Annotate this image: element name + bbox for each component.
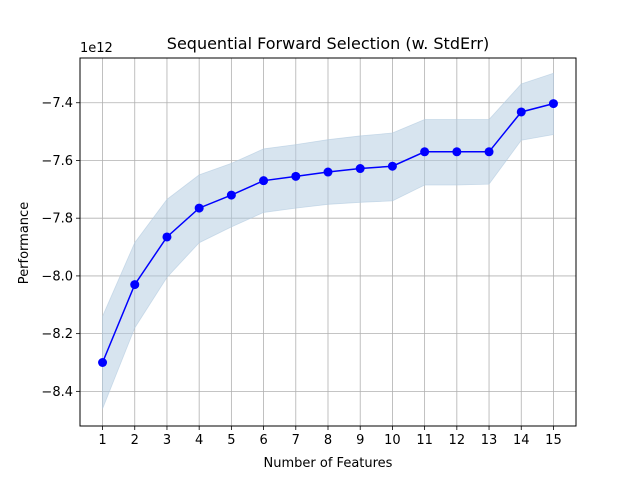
data-point: [194, 203, 204, 213]
x-tick-label: 7: [292, 433, 300, 448]
x-tick-label: 9: [356, 433, 364, 448]
x-axis-ticks: 1 2 3 4 5 6 7 8 9 10 11 12 13 14 15: [98, 426, 562, 448]
y-offset-label: 1e12: [80, 41, 113, 56]
data-point: [387, 161, 397, 171]
x-tick-label: 15: [545, 433, 562, 448]
x-tick-label: 10: [384, 433, 401, 448]
x-tick-label: 13: [481, 433, 498, 448]
x-tick-label: 14: [513, 433, 530, 448]
data-point: [484, 147, 494, 157]
x-tick-label: 5: [227, 433, 235, 448]
y-tick-label: −7.6: [41, 154, 73, 169]
x-tick-label: 6: [259, 433, 267, 448]
y-tick-label: −8.4: [41, 385, 73, 400]
data-point: [452, 147, 462, 157]
data-point: [259, 176, 269, 186]
x-tick-label: 8: [324, 433, 332, 448]
data-point: [323, 167, 333, 177]
x-tick-label: 3: [163, 433, 171, 448]
data-point: [420, 147, 430, 157]
data-point: [516, 107, 526, 117]
x-axis-label: Number of Features: [264, 456, 393, 471]
y-axis-ticks: −8.4 −8.2 −8.0 −7.8 −7.6 −7.4: [41, 96, 80, 400]
x-tick-label: 4: [195, 433, 203, 448]
x-tick-label: 1: [98, 433, 106, 448]
data-point: [130, 280, 140, 290]
data-point: [548, 99, 558, 109]
y-tick-label: −8.2: [41, 327, 73, 342]
data-point: [162, 232, 172, 242]
y-tick-label: −7.4: [41, 96, 73, 111]
data-point: [98, 358, 108, 368]
x-tick-label: 2: [131, 433, 139, 448]
stderr-band-area: [102, 72, 554, 409]
y-axis-label: Performance: [17, 202, 32, 284]
y-tick-label: −7.8: [41, 212, 73, 227]
stderr-band: [102, 72, 554, 409]
series-layer: [98, 99, 558, 368]
data-point: [226, 190, 236, 200]
data-point: [355, 164, 365, 174]
y-tick-label: −8.0: [41, 269, 73, 284]
x-tick-label: 12: [449, 433, 466, 448]
data-point: [291, 171, 301, 181]
chart-title: Sequential Forward Selection (w. StdErr): [167, 34, 489, 53]
x-tick-label: 11: [416, 433, 433, 448]
